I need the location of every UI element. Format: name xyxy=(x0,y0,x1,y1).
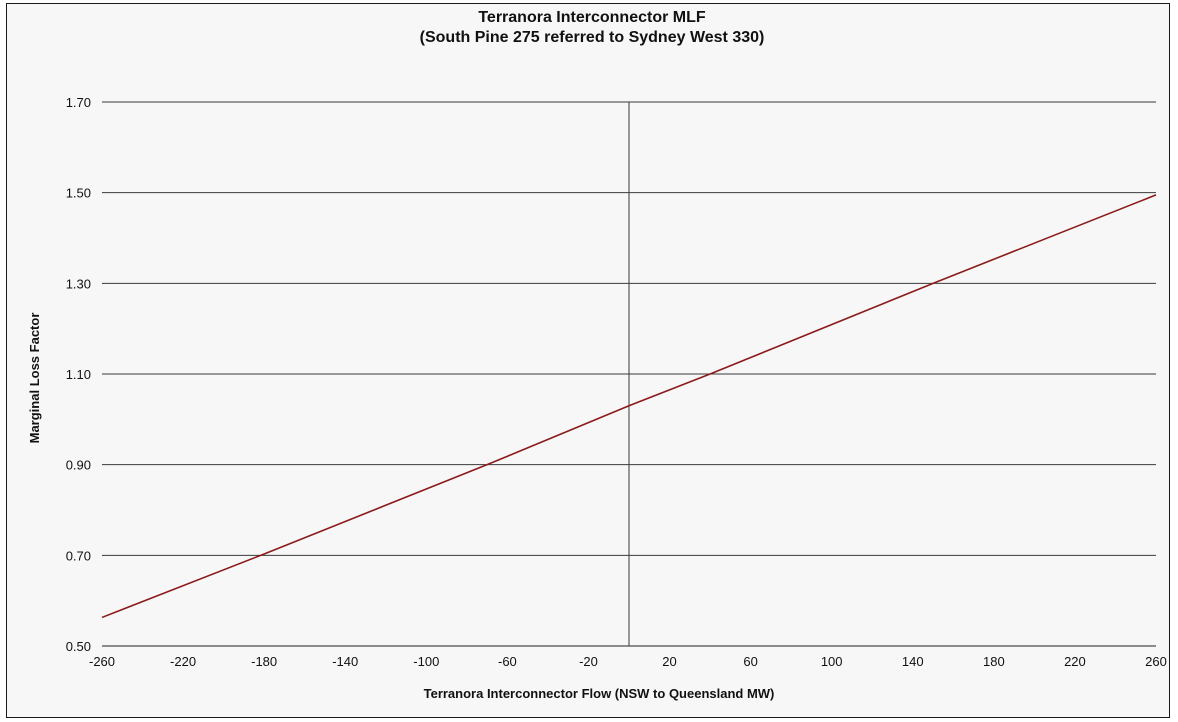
x-tick-label: -260 xyxy=(89,654,115,669)
x-tick-label: -60 xyxy=(498,654,517,669)
series-line-0 xyxy=(101,194,1157,619)
y-tick-label: 1.70 xyxy=(66,95,91,110)
series-lines xyxy=(101,194,1157,619)
x-tick-label: 140 xyxy=(902,654,924,669)
x-tick-label: 220 xyxy=(1064,654,1086,669)
chart-subtitle: (South Pine 275 referred to Sydney West … xyxy=(420,29,765,46)
x-tick-label: -20 xyxy=(579,654,598,669)
x-axis-label: Terranora Interconnector Flow (NSW to Qu… xyxy=(424,686,775,701)
chart: Terranora Interconnector MLF (South Pine… xyxy=(27,9,1167,701)
x-tick-label: -180 xyxy=(251,654,277,669)
x-tick-label: -100 xyxy=(413,654,439,669)
y-tick-label: 0.90 xyxy=(66,458,91,473)
y-tick-labels: 0.50 0.70 0.90 1.10 1.30 1.50 1.70 xyxy=(66,95,91,654)
x-tick-label: 60 xyxy=(743,654,757,669)
x-tick-label: 100 xyxy=(821,654,843,669)
y-tick-label: 0.50 xyxy=(66,639,91,654)
y-tick-label: 1.10 xyxy=(66,367,91,382)
x-tick-label: 20 xyxy=(662,654,676,669)
x-tick-label: -140 xyxy=(332,654,358,669)
y-tick-label: 1.30 xyxy=(66,276,91,291)
y-tick-label: 1.50 xyxy=(66,186,91,201)
x-tick-label: 180 xyxy=(983,654,1005,669)
x-tick-label: -220 xyxy=(170,654,196,669)
y-axis-label: Marginal Loss Factor xyxy=(27,313,42,444)
y-tick-label: 0.70 xyxy=(66,548,91,563)
x-tick-label: 260 xyxy=(1145,654,1167,669)
x-tick-labels: -260 -220 -180 -140 -100 -60 -20 20 60 100 140 180 2… xyxy=(89,654,1167,669)
chart-title: Terranora Interconnector MLF xyxy=(478,9,706,26)
chart-frame: Terranora Interconnector MLF (South Pine… xyxy=(6,3,1170,718)
